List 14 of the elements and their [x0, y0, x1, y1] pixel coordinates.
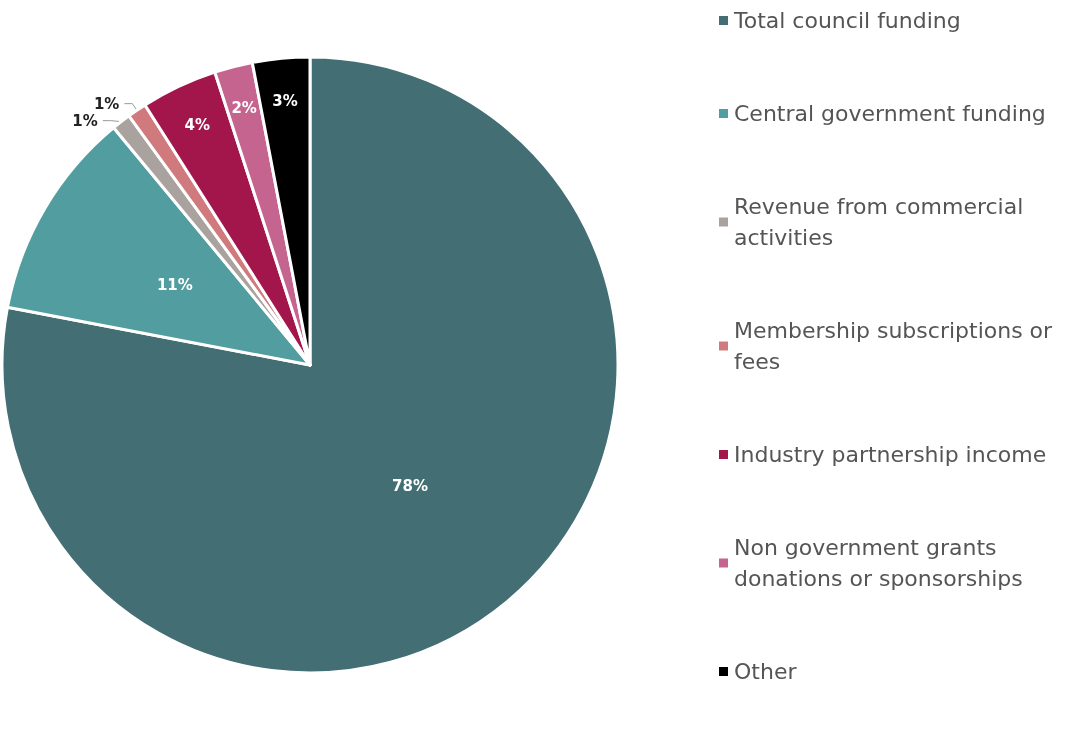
data-label: 78%: [392, 476, 429, 495]
legend-label: Other: [734, 659, 798, 684]
legend-label: Non government grants donations or sponsorships: [734, 535, 1023, 591]
data-label: 4%: [184, 116, 210, 135]
legend-label: Central government funding: [734, 101, 1046, 126]
data-label: 3%: [272, 92, 298, 111]
data-label: 1%: [72, 111, 98, 130]
data-label: 1%: [93, 94, 120, 113]
legend-label: Total council funding: [733, 8, 961, 33]
legend-label: Industry partnership income: [734, 442, 1047, 467]
legend-label: Revenue from commercial activities: [734, 194, 1031, 250]
legend-label: Membership subscriptions or fees: [734, 318, 1060, 374]
data-label: 2%: [231, 99, 257, 118]
data-label: 11%: [156, 276, 193, 295]
